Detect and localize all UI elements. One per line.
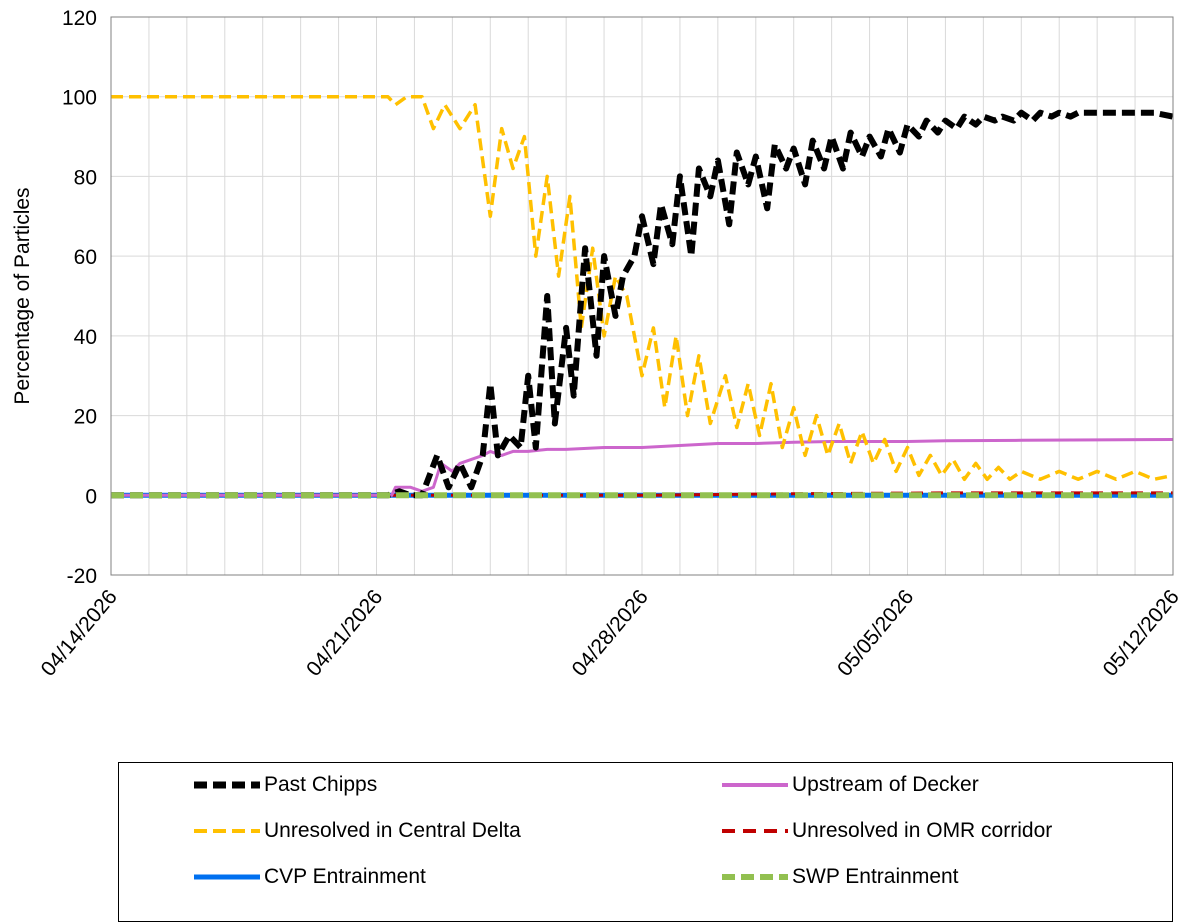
x-tick-label: 04/28/2026 xyxy=(568,585,653,680)
series-group xyxy=(111,94,1174,499)
y-tick-label: 60 xyxy=(74,246,97,269)
y-axis-title: Percentage of Particles xyxy=(11,187,34,404)
y-tick-label: 0 xyxy=(85,485,97,508)
series-line-unresolved-in-central-delta xyxy=(111,94,1174,482)
x-tick-label: 05/05/2026 xyxy=(833,585,918,680)
x-tick-label: 05/12/2026 xyxy=(1099,585,1184,680)
legend-label: Past Chipps xyxy=(264,773,378,796)
legend-label: Unresolved in Central Delta xyxy=(264,819,521,842)
legend: Past Chipps Upstream of Decker Unresolve… xyxy=(118,762,1173,922)
x-tick-label: 04/14/2026 xyxy=(37,585,122,680)
legend-item-past-chipps: Past Chipps xyxy=(192,769,377,801)
legend-label: CVP Entrainment xyxy=(264,865,426,888)
legend-item-swp-entrainment: SWP Entrainment xyxy=(720,861,959,893)
legend-label: Unresolved in OMR corridor xyxy=(792,819,1053,842)
y-tick-label: 20 xyxy=(74,406,97,429)
y-tick-label: -20 xyxy=(67,565,97,588)
y-tick-label: 40 xyxy=(74,326,97,349)
legend-item-unresolved-central-delta: Unresolved in Central Delta xyxy=(192,815,521,847)
legend-label: SWP Entrainment xyxy=(792,865,959,888)
grid xyxy=(110,16,1174,576)
line-chart: -20 0 20 40 60 80 100 120 04/14/2026 04/21/2026 04… xyxy=(11,7,1184,681)
y-tick-label: 80 xyxy=(74,166,97,189)
legend-label: Upstream of Decker xyxy=(792,773,979,796)
series-line-past-chipps xyxy=(111,109,1174,499)
legend-swatch xyxy=(722,874,788,880)
x-tick-label: 04/21/2026 xyxy=(302,585,387,680)
legend-swatch xyxy=(194,781,260,789)
axes: -20 0 20 40 60 80 100 120 04/14/2026 04/21/2026 04… xyxy=(37,7,1184,681)
y-tick-label: 120 xyxy=(62,7,97,30)
plot-area-border xyxy=(110,16,1174,576)
legend-item-upstream-of-decker: Upstream of Decker xyxy=(720,769,979,801)
legend-swatch xyxy=(194,874,260,880)
legend-swatch xyxy=(722,829,788,833)
y-tick-label: 100 xyxy=(62,87,97,110)
legend-swatch xyxy=(194,829,260,833)
legend-swatch xyxy=(722,783,788,787)
legend-item-cvp-entrainment: CVP Entrainment xyxy=(192,861,426,893)
legend-item-unresolved-omr-corridor: Unresolved in OMR corridor xyxy=(720,815,1052,847)
series-line-upstream-of-decker xyxy=(111,438,1174,497)
